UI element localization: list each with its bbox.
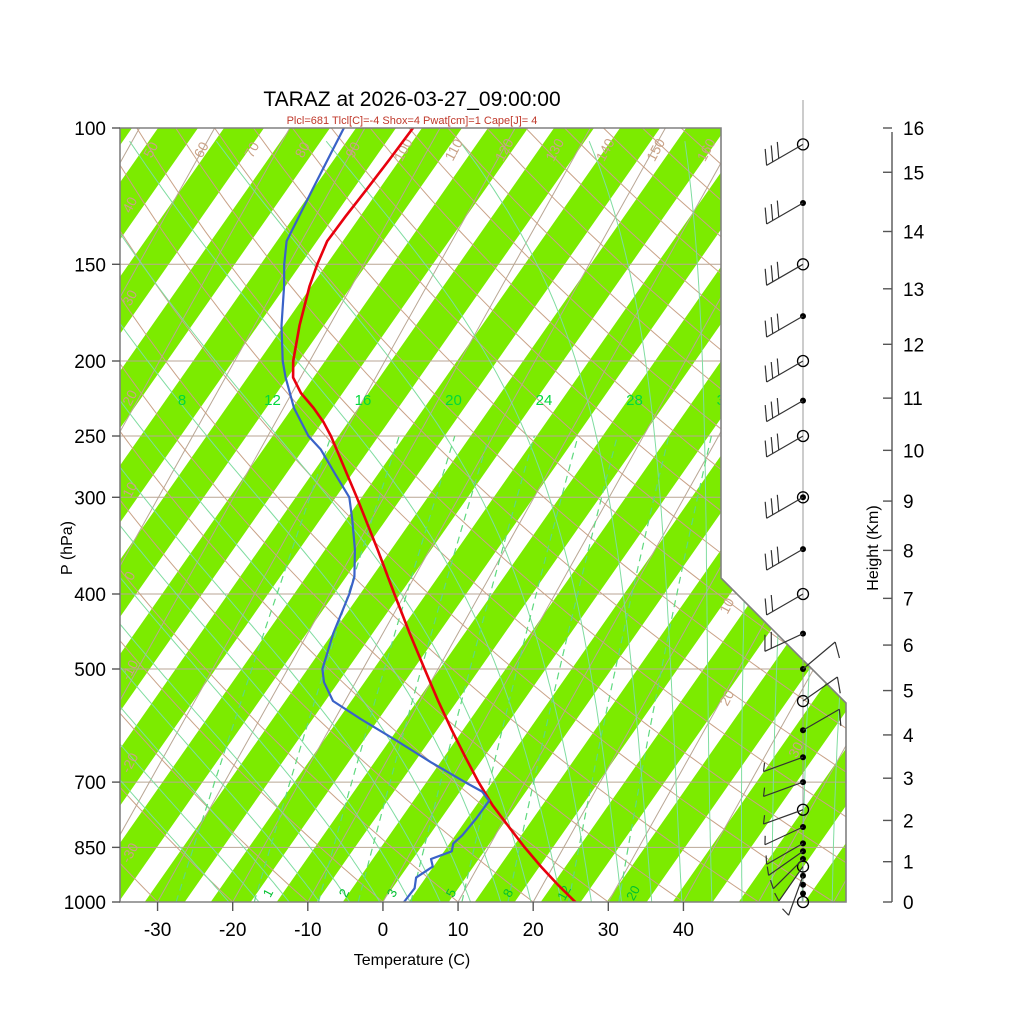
y-tick-label: 300 bbox=[74, 488, 106, 509]
y-axis-title: P (hPa) bbox=[59, 521, 76, 575]
height-tick-label: 6 bbox=[903, 636, 914, 657]
x-tick-label: 0 bbox=[378, 920, 389, 941]
x-tick-label: 10 bbox=[447, 920, 468, 941]
theta-e-label: 24 bbox=[536, 392, 553, 409]
isotherm-label-left: 40 bbox=[119, 194, 141, 215]
y-tick-label: 250 bbox=[74, 427, 106, 448]
height-tick-label: 12 bbox=[903, 335, 924, 356]
y-tick-label: 400 bbox=[74, 585, 106, 606]
height-tick-label: 14 bbox=[903, 222, 925, 243]
dry-adiabat-lines bbox=[120, 128, 846, 902]
x-tick-label: -20 bbox=[219, 920, 246, 941]
sounding-curves bbox=[280, 128, 577, 902]
isotherm-label-right: 10 bbox=[716, 595, 738, 616]
stability-indices: Plcl=681 Tlcl[C]=-4 Shox=4 Pwat[cm]=1 Ca… bbox=[287, 115, 538, 127]
theta-e-label: 20 bbox=[445, 392, 462, 409]
dry-adiabat-label: 70 bbox=[241, 139, 263, 160]
height-tick-label: 8 bbox=[903, 541, 914, 562]
dry-adiabat-label: 90 bbox=[342, 139, 364, 160]
height-tick-label: 5 bbox=[903, 682, 914, 703]
theta-e-label: 16 bbox=[355, 392, 372, 409]
y-tick-label: 100 bbox=[74, 119, 106, 140]
height-tick-label: 9 bbox=[903, 492, 914, 513]
theta-e-label: 28 bbox=[626, 392, 643, 409]
isotherm-label-right: 30 bbox=[785, 739, 807, 760]
mixing-ratio-lines bbox=[175, 435, 712, 902]
dry-adiabat-label: 50 bbox=[140, 139, 162, 160]
wind-barb-panel bbox=[762, 100, 842, 916]
y-tick-label: 500 bbox=[74, 660, 106, 681]
page-title: TARAZ at 2026-03-27_09:00:00 bbox=[263, 88, 560, 111]
x-axis-title: Temperature (C) bbox=[354, 952, 470, 969]
isotherm-label-left: 30 bbox=[119, 287, 141, 308]
height-tick-label: 4 bbox=[903, 726, 914, 747]
isotherm-label-left: 20 bbox=[119, 387, 141, 408]
y-tick-label: 850 bbox=[74, 838, 106, 859]
dewpoint-curve bbox=[280, 128, 491, 902]
x-tick-label: 20 bbox=[523, 920, 544, 941]
height-tick-label: 1 bbox=[903, 853, 914, 874]
height-tick-label: 11 bbox=[903, 389, 923, 410]
y-tick-label: 200 bbox=[74, 352, 106, 373]
dry-adiabat-label: 80 bbox=[291, 139, 313, 160]
mixing-ratio-label: 20 bbox=[623, 883, 643, 903]
theta-e-label: 8 bbox=[178, 392, 186, 409]
temperature-axis: -30 -20 -10 0 10 20 30 40 bbox=[144, 902, 694, 941]
height-tick-label: 10 bbox=[903, 441, 924, 462]
height-tick-label: 13 bbox=[903, 280, 924, 301]
height-tick-label: 3 bbox=[903, 769, 914, 790]
x-tick-label: -30 bbox=[144, 920, 171, 941]
height-tick-label: 2 bbox=[903, 811, 914, 832]
height-tick-label: 0 bbox=[903, 893, 914, 914]
y2-axis-title: Height (Km) bbox=[865, 505, 882, 590]
isotherm-label-left: 10 bbox=[119, 479, 141, 500]
x-tick-label: 40 bbox=[673, 920, 694, 941]
height-tick-label: 15 bbox=[903, 163, 924, 184]
dry-adiabat-label: 60 bbox=[190, 139, 212, 160]
y-tick-label: 700 bbox=[74, 773, 106, 794]
x-tick-label: 30 bbox=[598, 920, 619, 941]
height-tick-label: 7 bbox=[903, 589, 914, 610]
y-tick-label: 150 bbox=[74, 255, 106, 276]
x-tick-label: -10 bbox=[294, 920, 321, 941]
y-tick-label: 1000 bbox=[64, 893, 106, 914]
pressure-axis: 100 150 200 250 300 400 500 700 850 1000 bbox=[64, 119, 120, 914]
temperature-curve bbox=[291, 128, 577, 902]
height-tick-label: 16 bbox=[903, 119, 924, 140]
isotherm-label-right: 20 bbox=[716, 687, 738, 708]
theta-e-label: 12 bbox=[264, 392, 281, 409]
